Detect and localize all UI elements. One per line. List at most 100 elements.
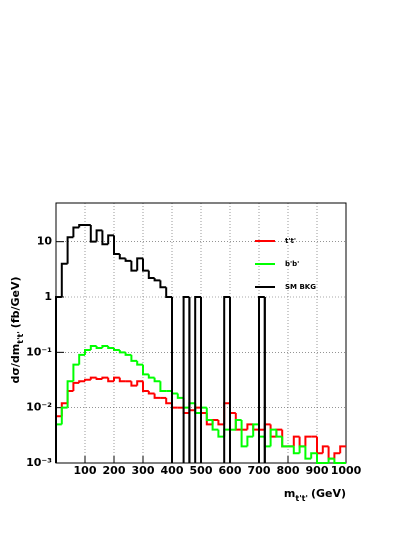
histogram-bin [60,406,68,425]
histogram-bin [124,258,132,262]
histogram-bin [275,429,283,438]
y-label-unit: (fb/GeV) [9,276,22,328]
histogram-bin [182,296,190,463]
histogram-bin [55,296,62,463]
histogram-bin [304,446,312,460]
histogram-bin [66,236,74,264]
histogram-bin [147,374,155,379]
histogram-bin [107,346,114,349]
histogram-bin [217,429,225,438]
x-tick-label: 700 [248,464,271,477]
histogram-bin [130,354,138,362]
histogram-bin [333,458,341,464]
histogram-bin [281,436,288,448]
histogram-bin [107,377,114,383]
x-tick-label: 1000 [331,464,362,477]
histogram-bin [84,378,91,382]
histogram-bin [153,377,161,383]
histogram-bin [211,419,219,431]
histogram-bin [147,391,155,395]
histogram-bin [159,280,167,289]
x-axis-label: mt't' (GeV) [284,487,346,503]
y-tick-label: 10⁻² [26,401,52,414]
histogram-bin [101,345,109,348]
histogram-bin [194,296,201,463]
x-tick-label: 600 [219,464,242,477]
histogram-bin [339,445,346,454]
histogram-bin [113,376,120,382]
histogram-bin [95,346,103,349]
histogram-bin [78,353,85,365]
histogram-bin [165,287,172,299]
histogram-bin [205,407,213,421]
histogram-bin [246,435,254,447]
x-tick-label: 400 [161,464,184,477]
y-tick-label: 10⁻³ [26,456,52,469]
histogram-bin [217,419,225,426]
y-tick-label: 10 [37,235,53,248]
histogram-bin [72,381,80,392]
histogram-bin [310,452,317,459]
x-tick-label: 100 [74,464,97,477]
histogram-bin [246,423,254,430]
histogram-bin [252,423,259,437]
histogram-bin [130,260,138,272]
histogram-bin [327,457,335,463]
histogram-bin [223,296,230,463]
y-axis-label: dσ/dmt't' (fb/GeV) [9,276,25,383]
histogram-bin [78,224,85,228]
histogram-bin [66,380,74,408]
histogram-bin [118,350,126,354]
histogram-bin [95,377,103,380]
histogram-bin [142,258,149,272]
histogram-bin [118,377,126,383]
histogram-bin [159,381,167,393]
histogram-bin [153,278,161,282]
histogram-bin [165,397,172,405]
histogram-bin [89,345,97,351]
x-label-main: m [284,487,295,500]
x-tick-label: 500 [190,464,213,477]
histogram-bin [258,296,265,463]
legend-label: t't' [285,237,296,245]
histogram-bin [118,253,126,260]
histogram-bin [107,234,114,245]
histogram-bin [234,418,242,430]
histogram-bin [292,435,300,447]
histogram-bin [72,363,80,382]
histogram-bin [101,376,109,379]
histogram-bin [316,453,323,464]
histogram-bin [147,270,155,280]
histogram-bin [113,347,120,352]
histogram-bin [124,352,132,356]
x-label-sub: t't' [295,494,308,503]
histogram-bin [333,452,341,459]
y-label-main: dσ/dm [9,344,22,384]
legend-label: b'b' [285,260,299,268]
histogram-bin [136,257,143,271]
x-tick-label: 900 [306,464,329,477]
y-tick-label: 1 [44,290,52,303]
x-label-unit: (GeV) [311,487,346,500]
histogram-bin [130,381,138,387]
legend-label: SM BKG [285,283,316,291]
histogram-bin [240,419,248,448]
histogram-bin [304,435,312,447]
histogram-bin [142,381,149,393]
histogram-bin [142,364,149,376]
histogram-bin [321,445,329,454]
histogram-bin [298,445,306,454]
y-label-sub: t't' [16,331,25,344]
histogram-bin [84,349,91,355]
histogram-bin [153,393,161,399]
histogram-bin [292,446,300,455]
histogram-bin [113,235,120,255]
x-tick-label: 800 [277,464,300,477]
histogram-bin [101,230,109,246]
y-tick-label: 10⁻¹ [26,345,52,358]
histogram-bin [95,229,103,242]
histogram-bin [269,428,277,447]
histogram-bin [136,360,143,366]
histogram-bin [72,226,80,238]
